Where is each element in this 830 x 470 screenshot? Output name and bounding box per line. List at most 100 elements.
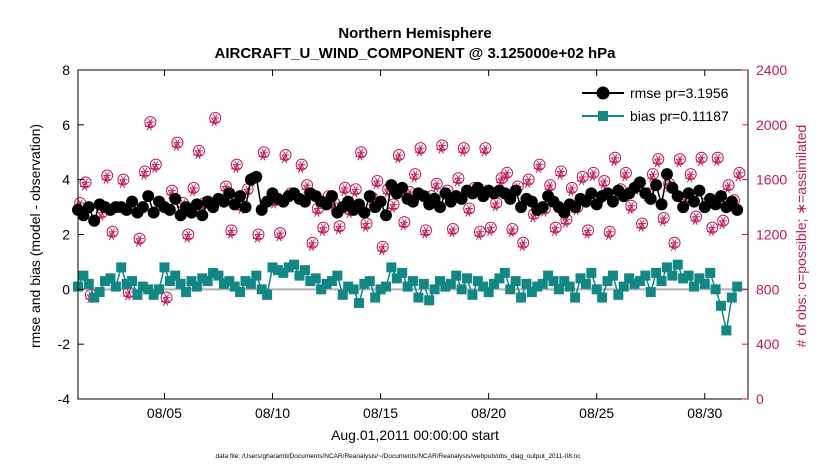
assimilated-obs-marker xyxy=(706,227,716,236)
bias-point xyxy=(543,270,554,281)
bias-point xyxy=(397,267,408,278)
legend-rmse-label: rmse pr=3.1956 xyxy=(630,85,729,101)
y-axis-label: rmse and bias (model - observation) xyxy=(27,124,43,348)
assimilated-obs-line xyxy=(373,181,379,190)
assimilated-obs-line xyxy=(173,142,180,151)
bias-point xyxy=(191,281,202,292)
assimilated-obs-marker xyxy=(566,187,576,197)
assimilated-obs-line xyxy=(600,181,606,190)
assimilated-obs-line xyxy=(341,187,347,197)
assimilated-obs-line xyxy=(454,178,460,187)
rmse-point xyxy=(606,195,619,208)
bias-point xyxy=(694,273,705,284)
bias-point xyxy=(116,262,127,273)
assimilated-obs-marker xyxy=(695,157,705,166)
assimilated-obs-marker xyxy=(279,154,289,164)
assimilated-obs-marker xyxy=(598,181,608,190)
possible-obs-star xyxy=(693,212,699,221)
bias-point xyxy=(245,278,256,289)
possible-obs-star xyxy=(537,160,542,169)
possible-obs-marker xyxy=(106,225,119,238)
assimilated-obs-line xyxy=(692,216,698,225)
assimilated-obs-marker xyxy=(474,231,484,241)
bias-point xyxy=(186,276,197,287)
rmse-point xyxy=(147,206,160,219)
possible-obs-star xyxy=(726,181,731,189)
possible-obs-star xyxy=(455,174,461,182)
bias-point xyxy=(337,289,348,300)
assimilated-obs-line xyxy=(551,227,558,236)
assimilated-obs-marker xyxy=(193,150,203,160)
assimilated-obs-line xyxy=(562,219,569,228)
assimilated-obs-marker xyxy=(231,164,241,173)
bias-point xyxy=(202,276,213,287)
legend-rmse-swatch-marker xyxy=(596,86,610,100)
assimilated-obs-marker xyxy=(620,172,630,182)
possible-obs-star xyxy=(310,239,315,247)
possible-obs-star xyxy=(553,223,559,232)
bias-point xyxy=(526,287,537,298)
bias-point xyxy=(224,276,235,287)
possible-obs-star xyxy=(504,169,510,177)
assimilated-obs-line xyxy=(233,164,239,173)
bias-point xyxy=(83,278,94,289)
assimilated-obs-line xyxy=(108,231,115,241)
assimilated-obs-line xyxy=(719,220,725,230)
possible-obs-marker xyxy=(636,217,649,230)
rmse-point xyxy=(82,201,95,214)
possible-obs-star xyxy=(650,170,656,178)
assimilated-obs-line xyxy=(519,242,525,251)
rmse-point xyxy=(396,181,409,194)
legend-bias-label: bias pr=0.11187 xyxy=(630,108,729,124)
assimilated-obs-marker xyxy=(717,220,727,230)
rmse-point xyxy=(88,214,101,227)
bias-point xyxy=(451,270,462,281)
assimilated-obs-marker xyxy=(398,222,408,231)
bias-point xyxy=(435,276,446,287)
assimilated-obs-marker xyxy=(636,223,646,232)
assimilated-obs-line xyxy=(676,159,682,168)
assimilated-obs-line xyxy=(568,187,574,197)
assimilated-obs-line xyxy=(395,154,401,164)
possible-obs-star xyxy=(558,167,564,176)
bias-point xyxy=(348,284,359,295)
bias-point xyxy=(218,278,229,289)
assimilated-obs-marker xyxy=(312,208,322,217)
legend-bias-swatch-marker xyxy=(598,111,608,121)
possible-obs-star xyxy=(104,171,110,180)
possible-obs-star xyxy=(569,184,575,192)
y2-axis-label: # of obs: o=possible; ∗=assimilated xyxy=(793,125,809,348)
assimilated-obs-marker xyxy=(652,159,662,168)
assimilated-obs-line xyxy=(146,122,153,131)
bias-point xyxy=(159,262,170,273)
bias-point xyxy=(386,262,397,273)
assimilated-obs-marker xyxy=(431,183,441,193)
bias-point xyxy=(424,295,435,306)
chart-subtitle: AIRCRAFT_U_WIND_COMPONENT @ 3.125000e+02… xyxy=(215,45,617,62)
bias-point xyxy=(640,270,651,281)
possible-obs-star xyxy=(164,293,170,302)
bias-point xyxy=(618,281,629,292)
bias-point xyxy=(575,273,586,284)
possible-obs-star xyxy=(639,219,645,228)
assimilated-obs-marker xyxy=(101,175,111,184)
bias-point xyxy=(148,289,159,300)
bias-point xyxy=(164,276,175,287)
rmse-point xyxy=(731,203,744,216)
bias-point xyxy=(607,270,618,281)
bias-point xyxy=(310,273,321,284)
bias-point xyxy=(634,276,645,287)
bias-point xyxy=(683,270,694,281)
bias-point xyxy=(154,284,165,295)
assimilated-obs-marker xyxy=(150,164,160,173)
bias-point xyxy=(537,278,548,289)
assimilated-obs-marker xyxy=(668,242,678,251)
assimilated-obs-marker xyxy=(674,159,684,168)
assimilated-obs-marker xyxy=(420,230,430,239)
possible-obs-star xyxy=(672,239,677,247)
assimilated-obs-line xyxy=(141,171,147,180)
assimilated-obs-marker xyxy=(161,297,171,306)
possible-obs-marker xyxy=(544,179,557,192)
assimilated-obs-marker xyxy=(506,228,516,238)
possible-obs-star xyxy=(148,118,153,126)
